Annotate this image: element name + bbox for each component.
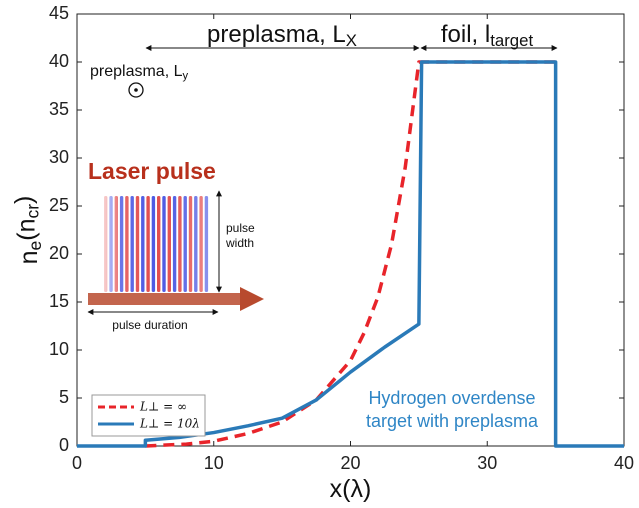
out-of-plane-symbol xyxy=(128,82,144,98)
y-axis-label: ne(ncr) xyxy=(9,196,44,265)
annotation: Hydrogen overdense xyxy=(368,388,535,408)
series-line xyxy=(145,60,556,448)
annotation-part: foil, l xyxy=(441,21,490,48)
y-axis-label-part: ) xyxy=(9,196,37,204)
annotation-part: X xyxy=(346,31,357,50)
annotation: pulse duration xyxy=(112,318,187,332)
legend-label: L⊥ = ∞ xyxy=(139,400,187,414)
annotation-part: width xyxy=(225,236,254,250)
annotation: Laser pulse xyxy=(88,158,216,184)
annotation-part: pulse xyxy=(226,221,255,235)
y-axis-label-part: cr xyxy=(22,204,42,219)
legend-box xyxy=(91,394,206,437)
annotation-part: Laser pulse xyxy=(88,158,216,184)
x-tick-label: 10 xyxy=(204,453,224,473)
x-axis-label: x(λ) xyxy=(330,475,372,503)
laser-pulse-image xyxy=(96,192,212,296)
annotation: width xyxy=(225,236,254,250)
x-axis-label-part: x( xyxy=(330,475,352,503)
annotation: pulse xyxy=(226,221,255,235)
annotation-part: Hydrogen overdense xyxy=(368,388,535,408)
x-tick-label: 20 xyxy=(340,453,360,473)
annotation-part: preplasma, L xyxy=(207,21,346,48)
y-tick-label: 10 xyxy=(49,339,69,359)
y-tick-label: 40 xyxy=(49,51,69,71)
x-axis-label-part: ) xyxy=(363,475,371,503)
y-axis-label-part: n xyxy=(15,250,43,264)
annotation-part: pulse duration xyxy=(112,318,187,332)
annotation: preplasma, Ly xyxy=(90,63,189,82)
y-tick-label: 5 xyxy=(59,387,69,407)
out-of-plane-dot xyxy=(134,88,138,92)
y-axis-label-part: e xyxy=(25,241,45,251)
annotation-part: target with preplasma xyxy=(366,411,539,431)
series-line xyxy=(77,60,624,448)
pulse-arrow-head xyxy=(240,287,264,311)
annotation-part: preplasma, L xyxy=(90,63,183,80)
annotation-part: target xyxy=(490,31,533,50)
y-tick-label: 15 xyxy=(49,291,69,311)
annotation: foil, ltarget xyxy=(441,21,534,50)
y-tick-label: 25 xyxy=(49,195,69,215)
annotation-part: y xyxy=(183,70,189,82)
annotation: preplasma, LX xyxy=(207,21,357,50)
y-tick-label: 45 xyxy=(49,3,69,23)
x-tick-label: 30 xyxy=(477,453,497,473)
x-tick-label: 0 xyxy=(72,453,82,473)
y-tick-label: 20 xyxy=(49,243,69,263)
pulse-arrow-body xyxy=(88,293,246,305)
annotation: target with preplasma xyxy=(366,411,539,431)
legend-label: L⊥ = 10λ xyxy=(139,417,200,431)
pulse-fade xyxy=(96,192,212,296)
x-tick-label: 40 xyxy=(614,453,634,473)
y-tick-label: 30 xyxy=(49,147,69,167)
x-axis-label-part: λ xyxy=(351,475,364,503)
y-axis-label-part: (n xyxy=(12,219,40,241)
y-tick-label: 35 xyxy=(49,99,69,119)
y-tick-label: 0 xyxy=(59,435,69,455)
